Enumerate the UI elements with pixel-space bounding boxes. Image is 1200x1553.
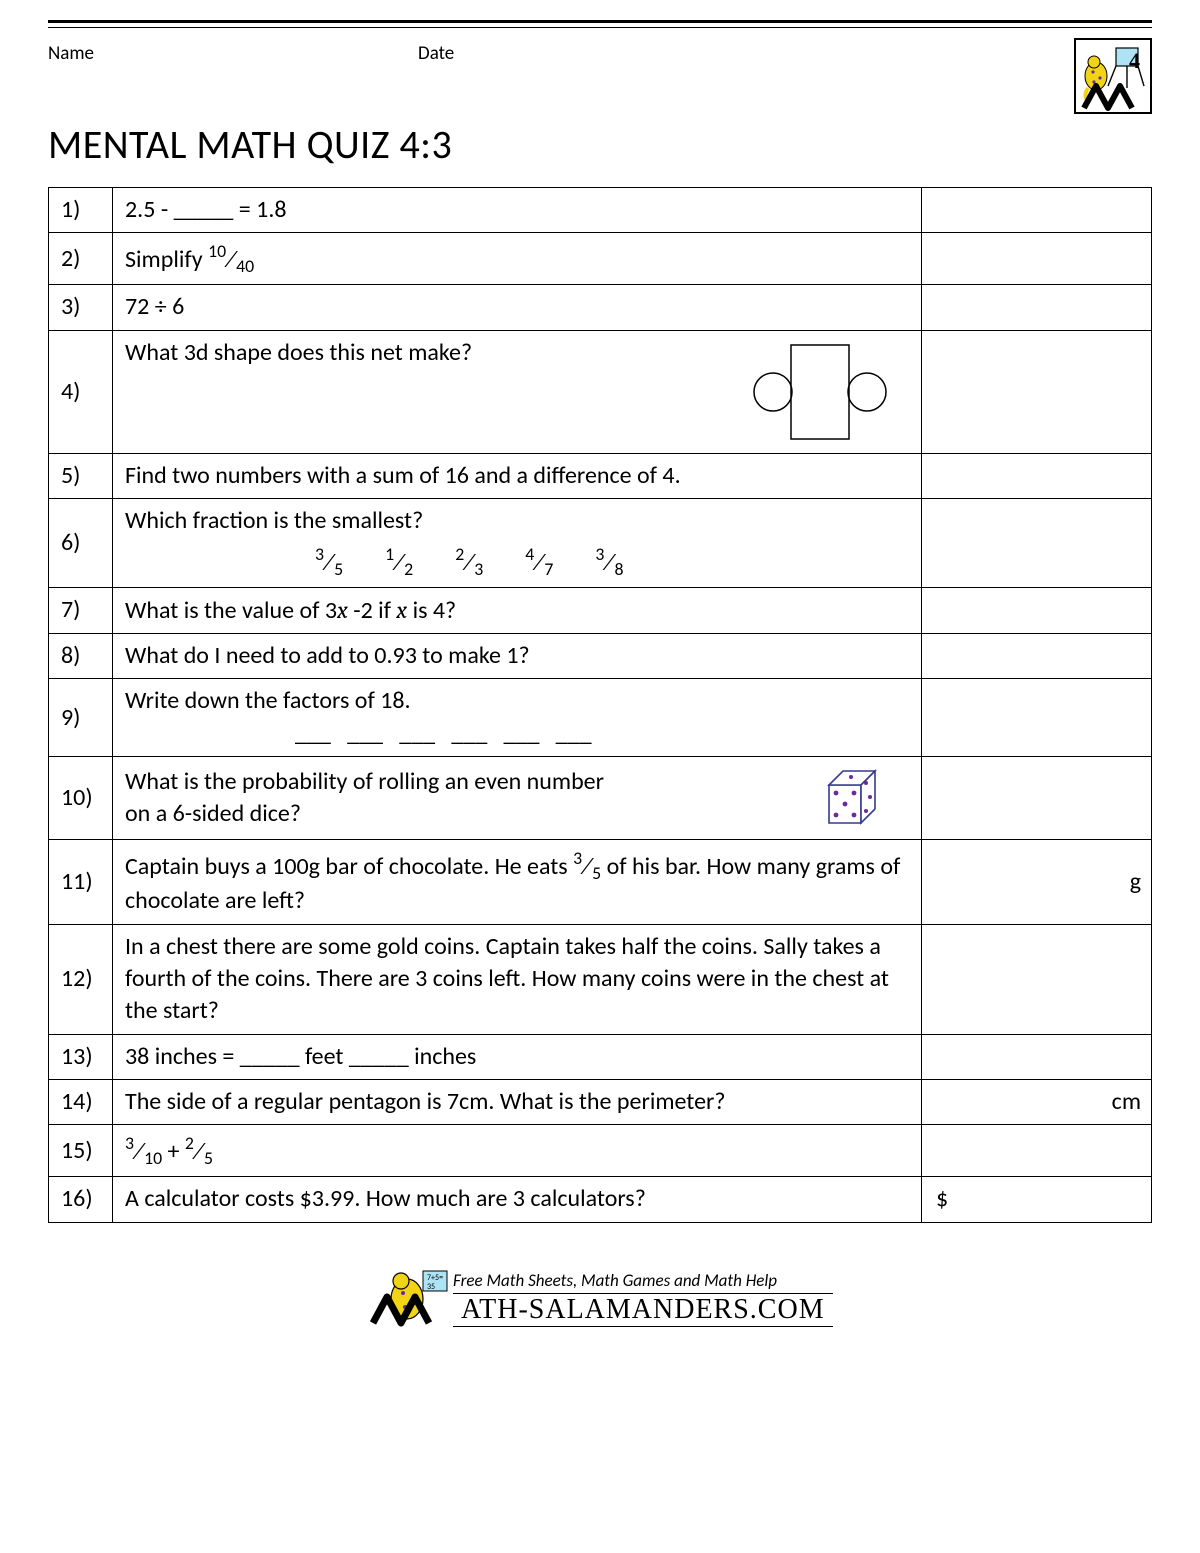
question-number: 8): [49, 633, 113, 678]
answer-cell[interactable]: cm: [922, 1080, 1152, 1125]
answer-cell[interactable]: [922, 233, 1152, 285]
question-number: 2): [49, 233, 113, 285]
question-row: 12)In a chest there are some gold coins.…: [49, 924, 1152, 1034]
question-row: 3)72 ÷ 6: [49, 285, 1152, 330]
question-row: 7)What is the value of 3x -2 if x is 4?: [49, 587, 1152, 633]
question-number: 5): [49, 453, 113, 498]
question-row: 11)Captain buys a 100g bar of chocolate.…: [49, 840, 1152, 924]
question-row: 14)The side of a regular pentagon is 7cm…: [49, 1080, 1152, 1125]
question-row: 5)Find two numbers with a sum of 16 and …: [49, 453, 1152, 498]
answer-cell[interactable]: [922, 633, 1152, 678]
name-label: Name: [48, 42, 418, 65]
question-row: 15)3⁄10 + 2⁄5: [49, 1125, 1152, 1177]
answer-cell[interactable]: [922, 679, 1152, 757]
svg-text:35: 35: [427, 1282, 435, 1292]
question-text: Write down the factors of 18.___ ___ ___…: [113, 679, 922, 757]
answer-cell[interactable]: [922, 1034, 1152, 1079]
answer-cell[interactable]: [922, 587, 1152, 633]
grade-number: 4: [1129, 48, 1140, 74]
question-row: 16)A calculator costs $3.99. How much ar…: [49, 1177, 1152, 1222]
answer-cell[interactable]: [922, 285, 1152, 330]
answer-cell[interactable]: [922, 924, 1152, 1034]
question-number: 15): [49, 1125, 113, 1177]
footer-site: ATH-SALAMANDERS.COM: [453, 1293, 833, 1327]
answer-cell[interactable]: [922, 1125, 1152, 1177]
question-number: 9): [49, 679, 113, 757]
answer-cell[interactable]: [922, 453, 1152, 498]
question-text: 72 ÷ 6: [113, 285, 922, 330]
question-number: 6): [49, 499, 113, 587]
question-row: 4)What 3d shape does this net make?: [49, 330, 1152, 453]
question-text: 3⁄10 + 2⁄5: [113, 1125, 922, 1177]
answer-cell[interactable]: [922, 188, 1152, 233]
question-number: 12): [49, 924, 113, 1034]
net-shape-icon: [731, 337, 911, 447]
footer-salamander-icon: 7+5= 35: [367, 1265, 457, 1332]
date-label: Date: [418, 42, 1074, 65]
dice-icon: [817, 763, 891, 833]
answer-cell[interactable]: [922, 499, 1152, 587]
question-text: What 3d shape does this net make?: [113, 330, 922, 453]
question-text: What do I need to add to 0.93 to make 1?: [113, 633, 922, 678]
question-text: In a chest there are some gold coins. Ca…: [113, 924, 922, 1034]
question-row: 2)Simplify 10⁄40: [49, 233, 1152, 285]
footer-tagline: Free Math Sheets, Math Games and Math He…: [453, 1270, 833, 1291]
question-row: 10)What is the probability of rolling an…: [49, 757, 1152, 840]
answer-cell[interactable]: [922, 757, 1152, 840]
question-text: Simplify 10⁄40: [113, 233, 922, 285]
worksheet-page: Name Date 4 MENTAL MATH QUIZ 4:3: [0, 20, 1200, 1372]
question-text: What is the probability of rolling an ev…: [113, 757, 922, 840]
salamander-logo-icon: [1076, 40, 1152, 114]
question-text: The side of a regular pentagon is 7cm. W…: [113, 1080, 922, 1125]
logo-badge: 4: [1074, 38, 1152, 114]
question-text: A calculator costs $3.99. How much are 3…: [113, 1177, 922, 1222]
question-number: 7): [49, 587, 113, 633]
question-row: 9)Write down the factors of 18.___ ___ _…: [49, 679, 1152, 757]
header-row: Name Date 4: [48, 42, 1152, 114]
question-number: 16): [49, 1177, 113, 1222]
top-rule: [48, 20, 1152, 28]
page-title: MENTAL MATH QUIZ 4:3: [48, 120, 1152, 169]
footer: 7+5= 35 Free Math Sheets, Math Games and…: [48, 1265, 1152, 1332]
question-number: 1): [49, 188, 113, 233]
question-text: 38 inches = _____ feet _____ inches: [113, 1034, 922, 1079]
question-number: 10): [49, 757, 113, 840]
question-row: 8)What do I need to add to 0.93 to make …: [49, 633, 1152, 678]
question-text: Find two numbers with a sum of 16 and a …: [113, 453, 922, 498]
question-number: 11): [49, 840, 113, 924]
question-row: 13)38 inches = _____ feet _____ inches: [49, 1034, 1152, 1079]
question-number: 13): [49, 1034, 113, 1079]
answer-cell[interactable]: g: [922, 840, 1152, 924]
answer-cell[interactable]: $: [922, 1177, 1152, 1222]
question-text: Captain buys a 100g bar of chocolate. He…: [113, 840, 922, 924]
question-text: Which fraction is the smallest?3⁄51⁄22⁄3…: [113, 499, 922, 587]
quiz-table: 1)2.5 - _____ = 1.82)Simplify 10⁄403)72 …: [48, 187, 1152, 1223]
question-text: 2.5 - _____ = 1.8: [113, 188, 922, 233]
question-row: 6)Which fraction is the smallest?3⁄51⁄22…: [49, 499, 1152, 587]
question-text: What is the value of 3x -2 if x is 4?: [113, 587, 922, 633]
question-number: 4): [49, 330, 113, 453]
question-number: 14): [49, 1080, 113, 1125]
answer-cell[interactable]: [922, 330, 1152, 453]
question-number: 3): [49, 285, 113, 330]
question-row: 1)2.5 - _____ = 1.8: [49, 188, 1152, 233]
